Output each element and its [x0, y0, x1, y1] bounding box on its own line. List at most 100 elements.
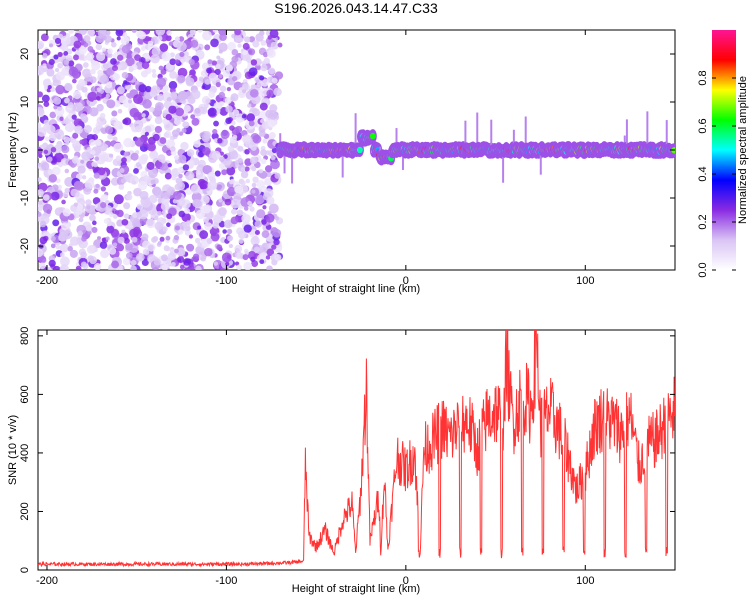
noise-blob [235, 251, 243, 259]
noise-blob [39, 220, 47, 228]
noise-blob [166, 213, 173, 220]
noise-blob [177, 167, 184, 173]
noise-blob [144, 131, 150, 137]
noise-blob [49, 111, 57, 119]
noise-blob [113, 100, 121, 108]
noise-blob [48, 58, 55, 66]
colorbar: 0.0 0.2 0.4 0.6 0.8 Normalized spectral ampl… [697, 30, 749, 278]
noise-blob [247, 200, 253, 206]
noise-blob [260, 78, 269, 87]
noise-blob [55, 244, 61, 250]
noise-blob [228, 243, 234, 249]
noise-blob [141, 113, 146, 118]
noise-blob [174, 248, 179, 254]
noise-blob [210, 38, 219, 48]
noise-blob [249, 206, 255, 212]
noise-blob [59, 252, 65, 258]
noise-blob [93, 188, 99, 194]
noise-blob [136, 211, 142, 218]
noise-blob [47, 85, 52, 90]
noise-blob [262, 52, 269, 58]
noise-blob [231, 55, 239, 63]
noise-blob [230, 150, 239, 160]
snr-series-line [38, 330, 675, 568]
noise-blob [101, 237, 107, 243]
noise-blob [67, 246, 73, 252]
noise-blob [266, 49, 276, 58]
noise-blob [46, 209, 52, 215]
noise-blob [69, 249, 78, 258]
noise-blob [38, 248, 44, 258]
noise-blob [135, 61, 144, 70]
noise-blob [123, 151, 129, 157]
noise-blob [55, 178, 61, 184]
noise-blob [121, 45, 131, 54]
noise-blob [139, 190, 149, 200]
noise-blob [230, 208, 237, 215]
noise-blob [179, 264, 185, 270]
noise-blob [117, 236, 125, 244]
noise-blob [38, 255, 47, 264]
noise-blob [151, 236, 158, 243]
spectrogram-y-tick-label: -10 [19, 190, 31, 206]
noise-blob [135, 80, 140, 85]
noise-blob [212, 128, 218, 135]
noise-blob [162, 226, 168, 232]
noise-blob [154, 216, 159, 221]
noise-blob [215, 63, 221, 69]
noise-blob [41, 161, 50, 171]
noise-blob [262, 138, 268, 144]
noise-blob [218, 207, 227, 217]
noise-blob [113, 142, 124, 153]
noise-blob [42, 142, 49, 149]
noise-blob [267, 35, 272, 40]
noise-blob [241, 213, 251, 224]
noise-blob [261, 219, 267, 225]
noise-blob [199, 180, 209, 190]
noise-blob [185, 77, 195, 87]
noise-blob [133, 167, 139, 174]
noise-blob [216, 184, 222, 190]
noise-blob [273, 87, 282, 97]
noise-blob [55, 71, 65, 81]
noise-blob [128, 66, 134, 73]
noise-blob [219, 151, 224, 156]
noise-blob [238, 230, 247, 239]
snr-y-axis-label: SNR (10 * v/v) [7, 415, 19, 485]
noise-blob [80, 251, 87, 259]
noise-blob [171, 261, 176, 267]
noise-blob [78, 54, 85, 61]
noise-blob [121, 218, 129, 226]
noise-blob [249, 156, 258, 165]
noise-blob [64, 82, 73, 91]
spectrogram-x-tick-label: -100 [215, 275, 237, 287]
noise-blob [145, 85, 152, 93]
noise-blob [88, 139, 96, 146]
noise-blob [200, 195, 210, 205]
noise-blob [77, 230, 83, 237]
noise-blob [202, 204, 211, 214]
noise-blob [59, 243, 69, 253]
noise-blob [74, 181, 85, 191]
noise-blob [147, 114, 153, 120]
noise-blob [59, 256, 70, 267]
noise-blob [252, 40, 260, 48]
noise-blob [266, 89, 274, 98]
noise-blob [266, 248, 275, 257]
noise-blob [141, 61, 150, 69]
noise-blob [43, 119, 50, 126]
noise-blob [137, 31, 147, 40]
spectrogram-x-axis-label: Height of straight line (km) [292, 283, 420, 295]
noise-blob [142, 248, 150, 256]
noise-blob [263, 57, 271, 64]
noise-blob [126, 92, 131, 98]
noise-blob [203, 217, 209, 224]
noise-blob [270, 41, 279, 50]
noise-blob [125, 252, 133, 260]
noise-blob [87, 91, 98, 102]
noise-blob [178, 229, 184, 235]
noise-blob [163, 132, 170, 138]
noise-blob [232, 109, 240, 117]
noise-blob [131, 30, 137, 33]
noise-blob [240, 180, 246, 186]
